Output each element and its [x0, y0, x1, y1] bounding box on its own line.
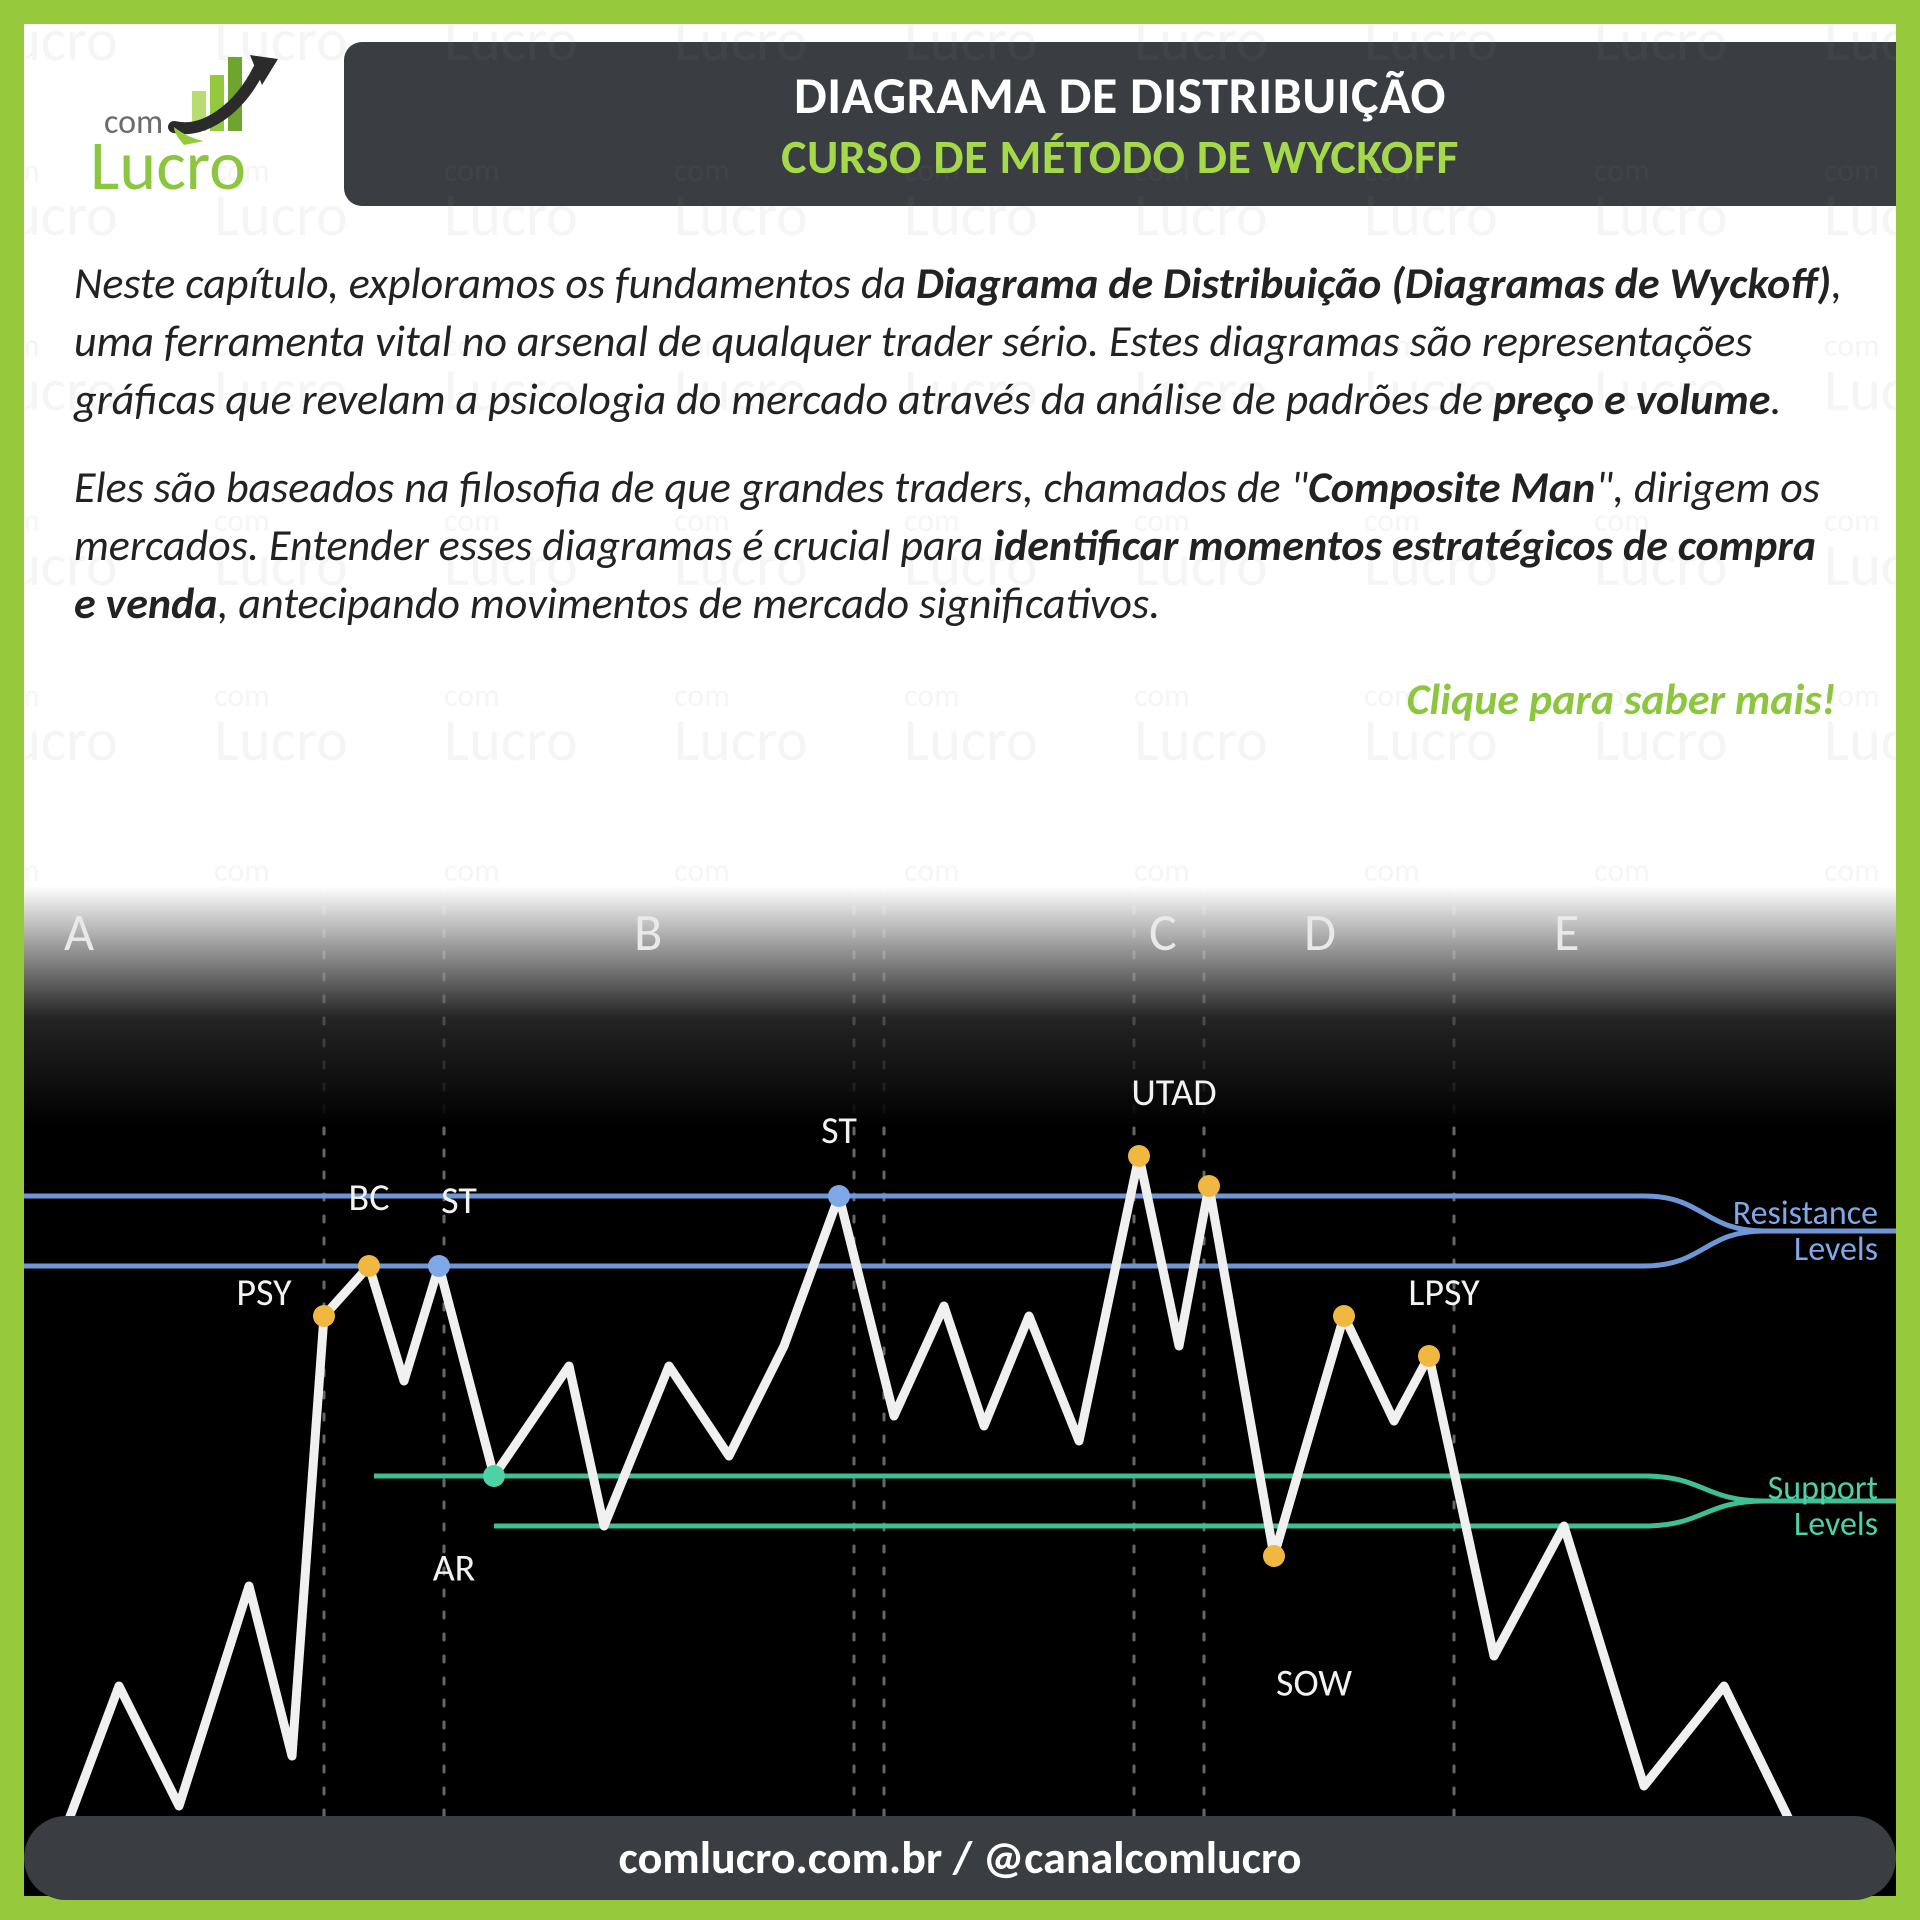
title-bar: DIAGRAMA DE DISTRIBUIÇÃO CURSO DE MÉTODO… [344, 42, 1896, 206]
paragraph-1: Neste capítulo, exploramos os fundamento… [74, 254, 1846, 428]
chart-point-label: ST [821, 1108, 857, 1154]
resistance-label: ResistanceLevels [1733, 1196, 1878, 1267]
logo-icon: com Lucro [54, 39, 314, 209]
phase-label: C [1149, 900, 1177, 964]
chart-fade-overlay [24, 886, 1896, 1126]
chart-point-label: LPSY [1408, 1270, 1479, 1316]
footer-text: comlucro.com.br / @canalcomlucro [619, 1830, 1302, 1886]
phase-label: A [64, 900, 94, 964]
header: com Lucro DIAGRAMA DE DISTRIBUIÇÃO CURSO… [24, 24, 1896, 224]
intro-text: Neste capítulo, exploramos os fundamento… [24, 224, 1896, 672]
wyckoff-chart: ABCDEPSYBCSTARSTUTADLPSYSOWResistanceLev… [24, 886, 1896, 1896]
support-label: SupportLevels [1768, 1471, 1878, 1542]
content-card: LucrocomLucrocomLucrocomLucrocomLucrocom… [24, 24, 1896, 1896]
page-root: LucrocomLucrocomLucrocomLucrocomLucrocom… [0, 0, 1920, 1920]
chart-point-label: UTAD [1131, 1070, 1216, 1116]
chart-point-label: ST [441, 1178, 477, 1224]
phase-label: B [634, 900, 662, 964]
page-title: DIAGRAMA DE DISTRIBUIÇÃO [794, 63, 1446, 127]
brand-logo: com Lucro [24, 24, 344, 224]
cta-link[interactable]: Clique para saber mais! [24, 672, 1896, 726]
paragraph-2: Eles são baseados na filosofia de que gr… [74, 458, 1846, 632]
page-subtitle: CURSO DE MÉTODO DE WYCKOFF [781, 127, 1459, 186]
chart-point-label: PSY [236, 1270, 291, 1316]
chart-point-label: AR [433, 1546, 476, 1592]
chart-point-label: BC [349, 1175, 390, 1221]
phase-label: E [1554, 900, 1579, 964]
chart-point-label: SOW [1276, 1661, 1352, 1707]
logo-name: Lucro [90, 122, 246, 208]
phase-label: D [1304, 900, 1336, 964]
footer-bar: comlucro.com.br / @canalcomlucro [24, 1816, 1896, 1900]
